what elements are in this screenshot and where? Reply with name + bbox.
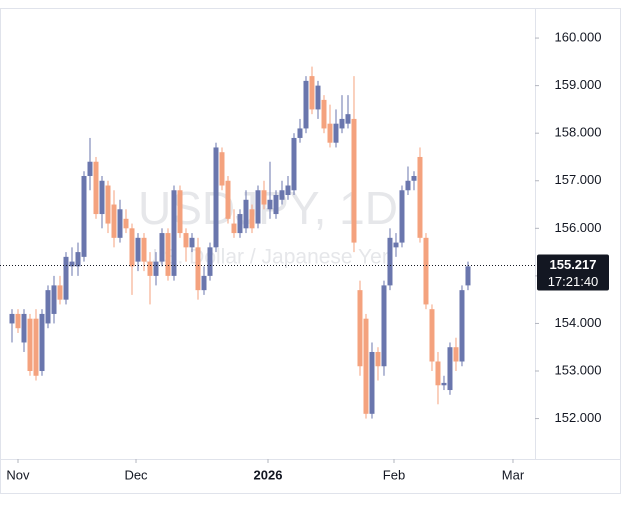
candle-body (285, 185, 291, 196)
candle-body (381, 285, 387, 367)
candle-body (207, 247, 213, 276)
y-tick-label: 158.000 (555, 125, 602, 140)
candle-body (297, 128, 303, 138)
candle-body (27, 318, 33, 372)
candle-body (345, 114, 351, 124)
candle-body (57, 285, 63, 300)
candle-body (81, 175, 87, 257)
candle-body (411, 175, 417, 181)
candle-body (249, 209, 255, 229)
candle-body (405, 180, 411, 191)
x-tick-label: Feb (383, 467, 405, 482)
candle-body (291, 137, 297, 191)
candle-body (171, 190, 177, 276)
candle-body (387, 237, 393, 286)
candle-body (165, 233, 171, 276)
candle-body (99, 180, 105, 215)
y-tick-label: 152.000 (555, 410, 602, 425)
candle-body (393, 242, 399, 248)
candle-body (417, 156, 423, 238)
countdown-label: 17:21:40 (548, 274, 599, 289)
candle-body (201, 275, 207, 291)
candle-body (375, 351, 381, 367)
x-tick-label: Mar (502, 467, 525, 482)
candle-body (213, 147, 219, 248)
watermark-subtitle: U.S. Dollar / Japanese Yen (143, 246, 394, 269)
candle-body (111, 204, 117, 238)
candle-body (45, 290, 51, 324)
candle-body (189, 237, 195, 248)
candle-body (33, 318, 39, 376)
candle-body (153, 261, 159, 276)
candle-body (117, 209, 123, 238)
candle-body (465, 266, 471, 286)
candle-body (303, 80, 309, 129)
y-tick-label: 160.000 (555, 30, 602, 45)
candle-body (15, 313, 21, 329)
candle-body (219, 152, 225, 186)
candle-body (195, 247, 201, 291)
x-tick-label: Nov (6, 467, 30, 482)
candle-body (459, 290, 465, 362)
candle-body (315, 85, 321, 110)
candle-body (453, 347, 459, 362)
y-tick-label: 154.000 (555, 315, 602, 330)
candle-body (231, 223, 237, 234)
candle-body (309, 76, 315, 110)
candle-body (39, 313, 45, 372)
candle-body (159, 233, 165, 262)
last-price-label: 155.217 (550, 257, 597, 272)
candle-body (363, 318, 369, 414)
candle-body (279, 190, 285, 200)
candle-body (441, 382, 447, 386)
candle-body (9, 313, 15, 324)
candle-body (177, 190, 183, 234)
candle-body (435, 361, 441, 386)
y-tick-label: 153.000 (555, 362, 602, 377)
candle-body (63, 256, 69, 300)
candle-body (261, 190, 267, 205)
candle-body (447, 347, 453, 391)
candle-body (225, 180, 231, 219)
y-tick-label: 157.000 (555, 172, 602, 187)
candle-body (123, 218, 129, 229)
candle-body (105, 185, 111, 224)
candle-body (237, 214, 243, 234)
candle-body (243, 199, 249, 229)
candle-body (423, 237, 429, 305)
candle-body (369, 351, 375, 414)
candle-body (357, 290, 363, 367)
candle-body (267, 199, 273, 210)
candle-body (129, 228, 135, 267)
candle-body (399, 190, 405, 243)
candle-body (255, 190, 261, 224)
candle-body (93, 161, 99, 215)
x-tick-label: 2026 (254, 467, 283, 482)
chart-frame (0, 8, 621, 494)
candle-body (87, 161, 93, 176)
y-tick-label: 156.000 (555, 220, 602, 235)
candle-body (339, 118, 345, 129)
candle-body (327, 123, 333, 143)
last-price-box (537, 254, 609, 291)
candle-body (141, 237, 147, 262)
candle-body (51, 285, 57, 314)
candle-body (135, 237, 141, 262)
candle-body (321, 99, 327, 129)
candle-body (351, 118, 357, 243)
candle-body (75, 252, 81, 267)
x-tick-label: Dec (124, 467, 148, 482)
candle-body (69, 261, 75, 267)
candle-body (147, 261, 153, 276)
candle-body (429, 309, 435, 362)
candle-body (183, 233, 189, 248)
candle-body (21, 313, 27, 343)
y-tick-label: 159.000 (555, 77, 602, 92)
candle-body (333, 123, 339, 143)
candle-body (273, 195, 279, 215)
